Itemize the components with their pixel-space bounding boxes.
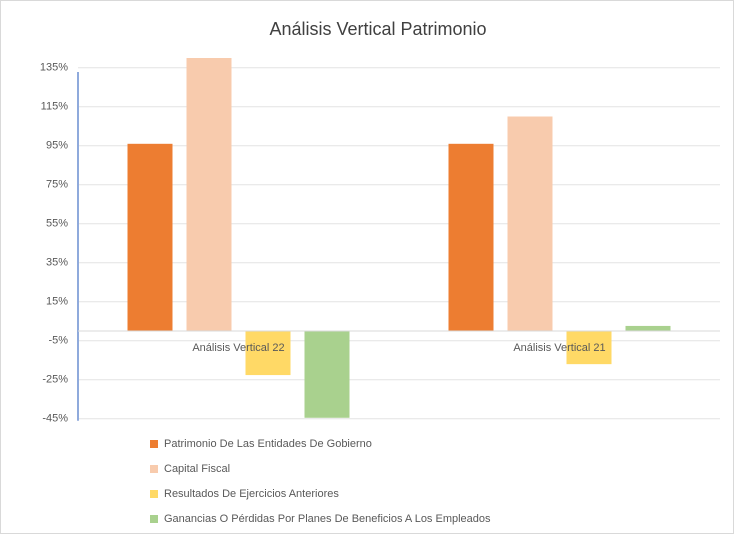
legend-label: Resultados De Ejercicios Anteriores bbox=[164, 488, 339, 500]
y-tick-label: 75% bbox=[46, 179, 68, 191]
bar bbox=[507, 116, 553, 331]
y-tick-label: -45% bbox=[42, 413, 68, 425]
y-tick-label: -25% bbox=[42, 374, 68, 386]
chart-title: Análisis Vertical Patrimonio bbox=[269, 19, 486, 39]
x-tick-label: Análisis Vertical 21 bbox=[513, 342, 605, 354]
y-tick-label: 55% bbox=[46, 218, 68, 230]
bar bbox=[566, 331, 612, 365]
bar bbox=[304, 331, 350, 418]
y-tick-label: 115% bbox=[41, 101, 69, 113]
y-tick-label: 15% bbox=[46, 296, 68, 308]
legend-label: Patrimonio De Las Entidades De Gobierno bbox=[164, 438, 372, 450]
y-tick-label: 95% bbox=[46, 140, 68, 152]
legend-label: Capital Fiscal bbox=[164, 463, 230, 475]
bar bbox=[127, 143, 173, 331]
y-tick-label: 35% bbox=[46, 257, 68, 269]
y-tick-label: 135% bbox=[40, 62, 68, 74]
legend-swatch bbox=[150, 465, 158, 473]
y-tick-label: -5% bbox=[48, 335, 68, 347]
bar bbox=[186, 58, 232, 331]
legend-swatch bbox=[150, 515, 158, 523]
legend-label: Ganancias O Pérdidas Por Planes De Benef… bbox=[164, 513, 491, 525]
bar bbox=[245, 331, 291, 376]
legend-swatch bbox=[150, 490, 158, 498]
legend-swatch bbox=[150, 440, 158, 448]
bar bbox=[625, 325, 671, 331]
x-tick-label: Análisis Vertical 22 bbox=[192, 342, 284, 354]
bar bbox=[448, 143, 494, 331]
